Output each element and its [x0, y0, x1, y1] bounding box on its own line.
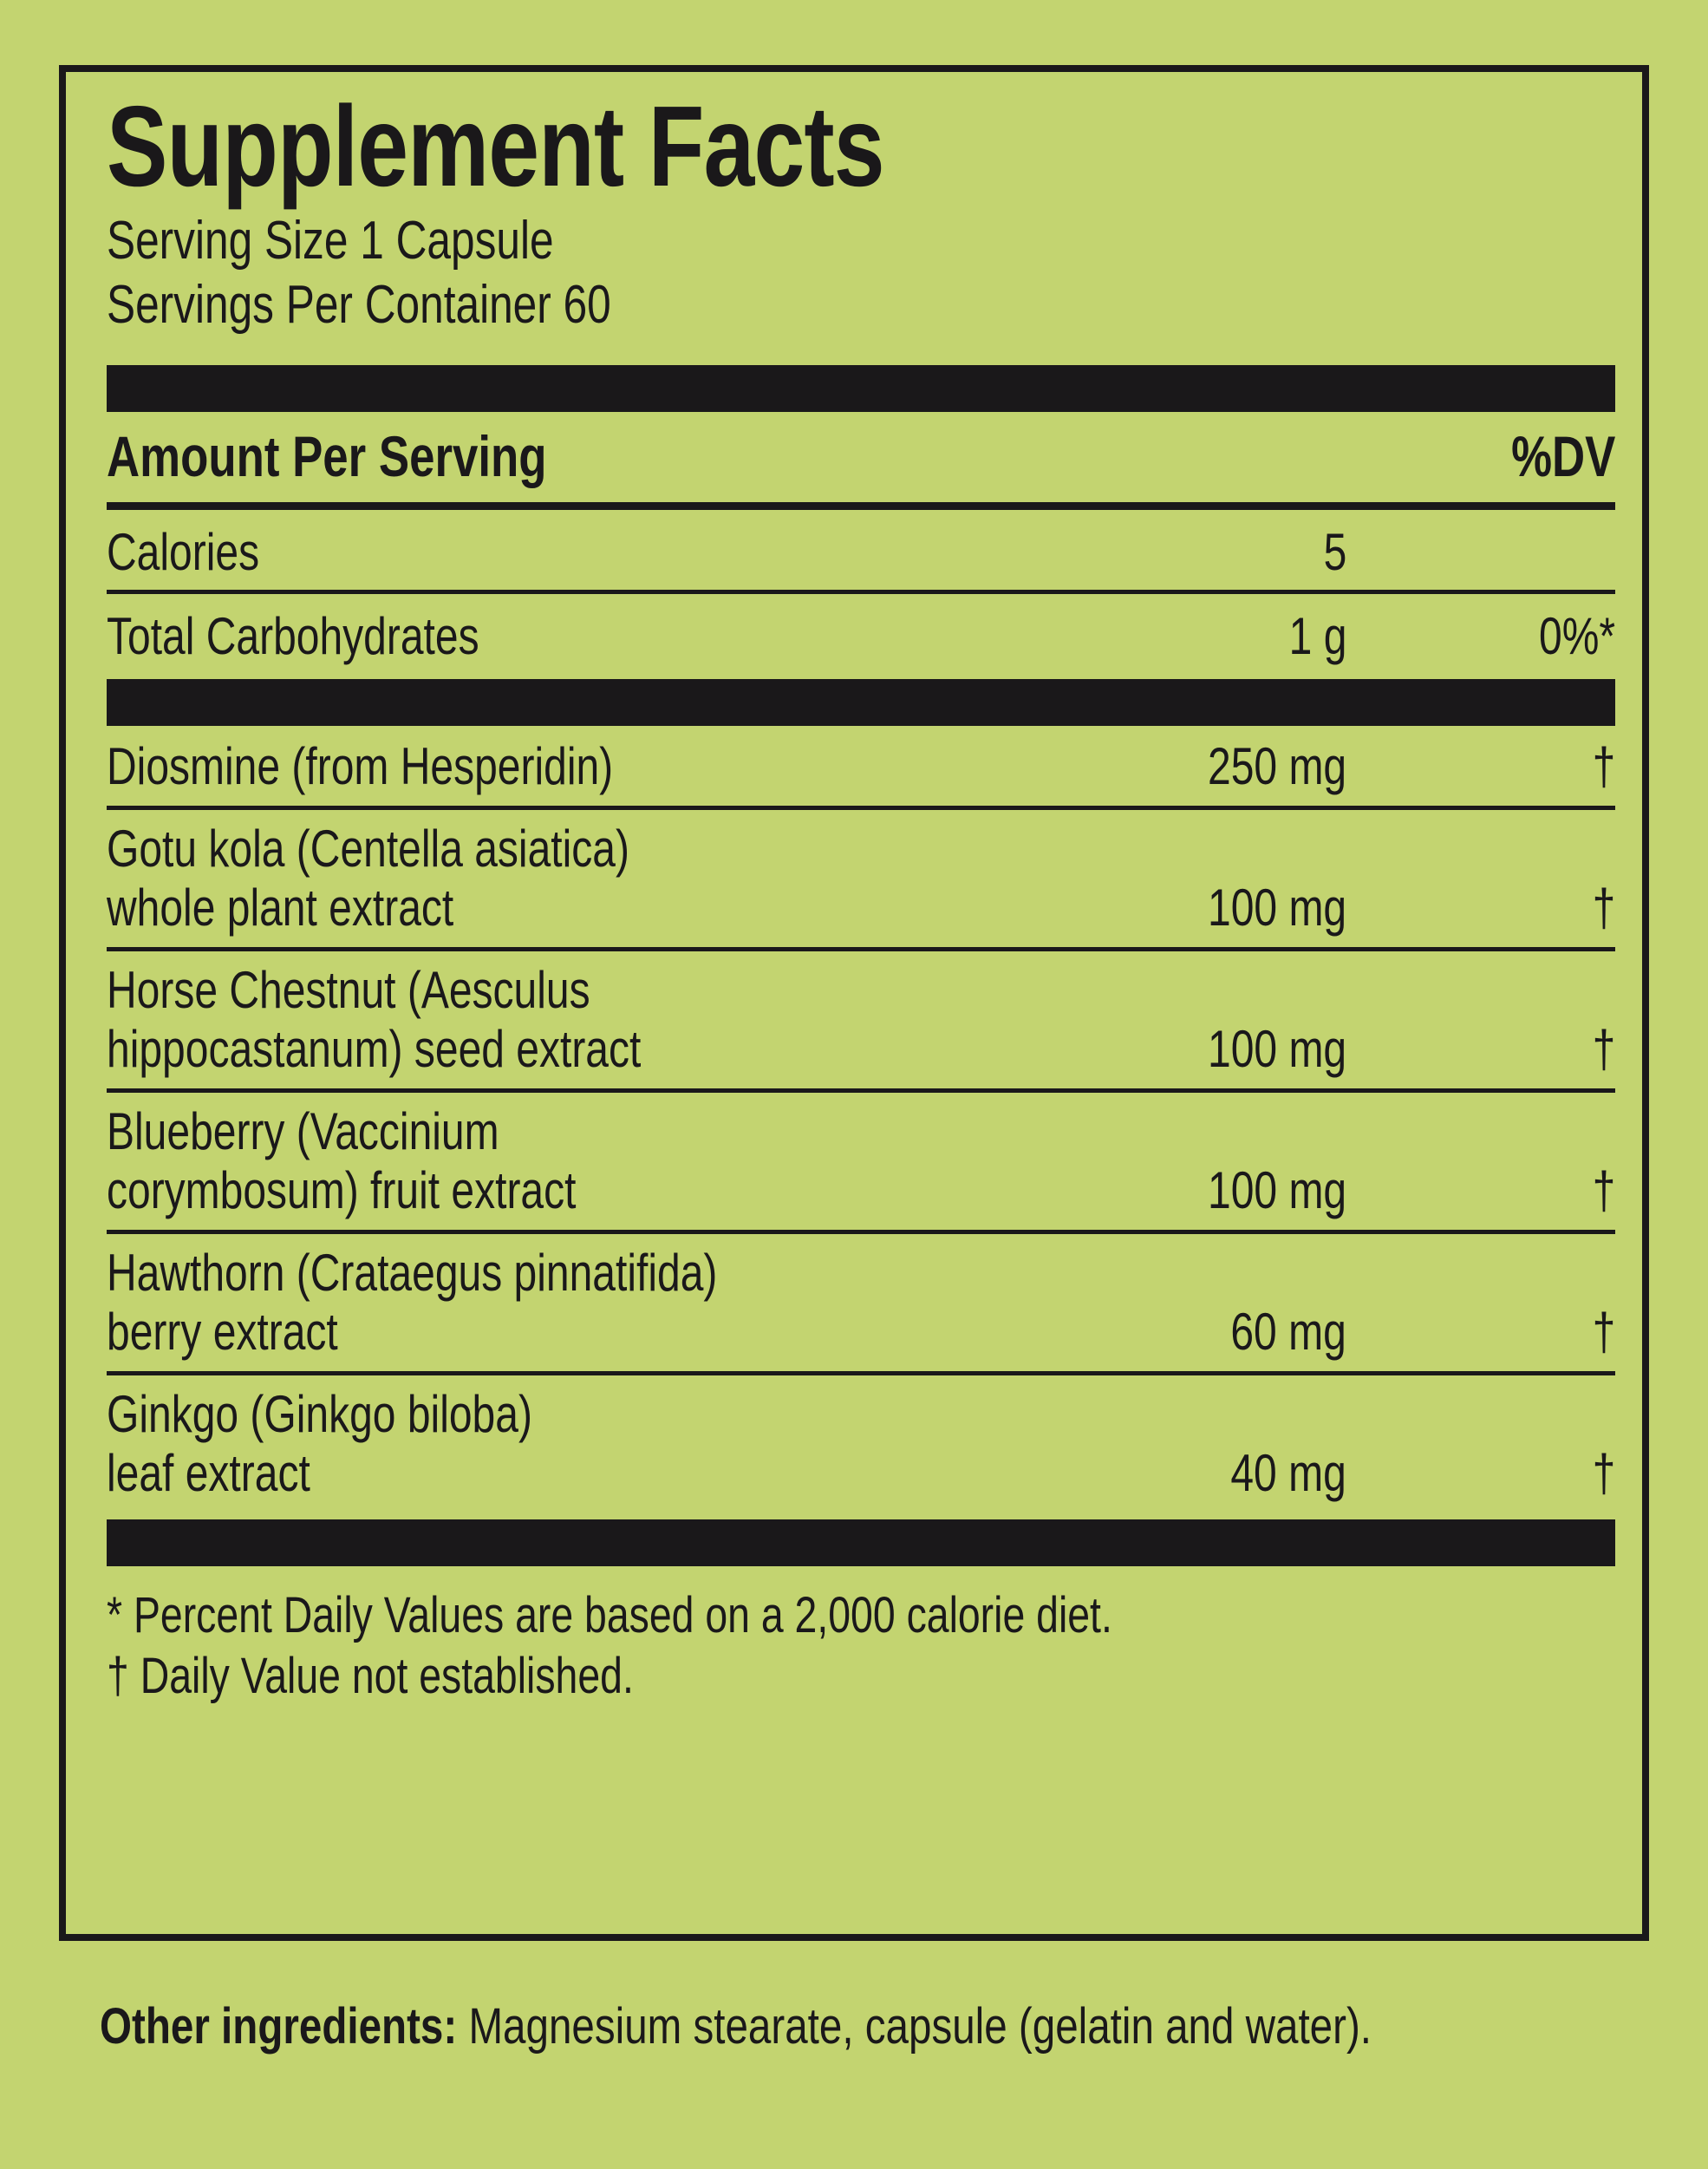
other-ingredients-label: Other ingredients:: [100, 1998, 458, 2055]
dv-header-text: %DV: [1510, 424, 1615, 488]
nutrient-dv: [107, 522, 1615, 583]
ingredient-amount: 60 mg: [1230, 1303, 1346, 1361]
table-row: Blueberry (Vaccinium corymbosum) fruit e…: [107, 1093, 1615, 1230]
ingredient-name-line1: Hawthorn (Crataegus pinnatifida): [107, 1244, 718, 1302]
nutrient-dv: 0%*: [1538, 607, 1615, 665]
divider-thin: [107, 1230, 1615, 1234]
divider-thick-bottom: [107, 1519, 1615, 1566]
divider-thin: [107, 1088, 1615, 1093]
table-row: Total Carbohydrates 1 g 0%*: [107, 594, 1615, 674]
ingredient-name-line1: Horse Chestnut (Aesculus: [107, 961, 590, 1019]
table-row: Hawthorn (Crataegus pinnatifida) berry e…: [107, 1234, 1615, 1371]
amount-per-serving-header: Amount Per Serving: [107, 424, 547, 488]
ingredient-amount: 100 mg: [1207, 1020, 1346, 1078]
ingredient-name-line1: Ginkgo (Ginkgo biloba): [107, 1385, 532, 1443]
nutrient-amount: 5: [1323, 523, 1346, 581]
ingredient-dv: †: [1592, 1020, 1615, 1078]
ingredient-name-line1: Gotu kola (Centella asiatica): [107, 820, 629, 878]
divider-thin: [107, 947, 1615, 951]
divider-thick-top: [107, 365, 1615, 412]
ingredient-dv: †: [1592, 1161, 1615, 1219]
serving-size-text: Serving Size 1 Capsule: [107, 211, 554, 271]
ingredient-amount: 250 mg: [1207, 737, 1346, 795]
ingredient-dv: †: [1592, 737, 1615, 795]
supplement-facts-panel: Supplement Facts Serving Size 1 Capsule …: [59, 65, 1649, 1941]
footnote-dagger: † Daily Value not established.: [107, 1648, 634, 1704]
panel-content: Supplement Facts Serving Size 1 Capsule …: [107, 89, 1615, 1707]
table-row: Horse Chestnut (Aesculus hippocastanum) …: [107, 951, 1615, 1088]
dv-header: %DV: [107, 426, 1615, 487]
ingredient-name-line2: whole plant extract: [107, 879, 454, 937]
ingredient-amount: 100 mg: [1207, 1161, 1346, 1219]
ingredient-amount: 100 mg: [1207, 879, 1346, 937]
table-row: Calories 5: [107, 510, 1615, 590]
nutrient-amount: 1 g: [1288, 607, 1346, 665]
table-row: Ginkgo (Ginkgo biloba) leaf extract 40 m…: [107, 1375, 1615, 1512]
ingredient-name-line2: berry extract: [107, 1303, 338, 1361]
page-title: Supplement Facts: [107, 82, 885, 210]
ingredient-name-line2: leaf extract: [107, 1444, 310, 1502]
table-row: Diosmine (from Hesperidin) 250 mg †: [107, 726, 1615, 806]
ingredient-name-line2: hippocastanum) seed extract: [107, 1020, 642, 1078]
ingredient-name: Diosmine (from Hesperidin): [107, 737, 614, 795]
other-ingredients-value: Magnesium stearate, capsule (gelatin and…: [457, 1998, 1372, 2055]
divider-under-header: [107, 502, 1615, 510]
divider-thin: [107, 806, 1615, 810]
ingredient-name-line2: corymbosum) fruit extract: [107, 1161, 577, 1219]
ingredient-dv: †: [1592, 1303, 1615, 1361]
nutrient-name: Total Carbohydrates: [107, 607, 479, 665]
table-row: Gotu kola (Centella asiatica) whole plan…: [107, 810, 1615, 947]
divider-thick-middle: [107, 679, 1615, 726]
ingredient-name-line1: Blueberry (Vaccinium: [107, 1102, 499, 1160]
other-ingredients-block: Other ingredients: Magnesium stearate, c…: [100, 1995, 1660, 2059]
ingredient-amount: 40 mg: [1230, 1444, 1346, 1502]
nutrient-name: Calories: [107, 523, 260, 581]
servings-per-container-text: Servings Per Container 60: [107, 275, 611, 335]
divider-thin: [107, 590, 1615, 594]
footnotes: * Percent Daily Values are based on a 2,…: [107, 1585, 1615, 1707]
divider-thin: [107, 1371, 1615, 1375]
other-ingredients-text: Other ingredients: Magnesium stearate, c…: [100, 1995, 1657, 2059]
ingredient-dv: †: [1592, 879, 1615, 937]
ingredient-dv: †: [1592, 1444, 1615, 1502]
table-header-row: Amount Per Serving %DV: [107, 412, 1615, 502]
footnote-percent-dv: * Percent Daily Values are based on a 2,…: [107, 1587, 1112, 1643]
